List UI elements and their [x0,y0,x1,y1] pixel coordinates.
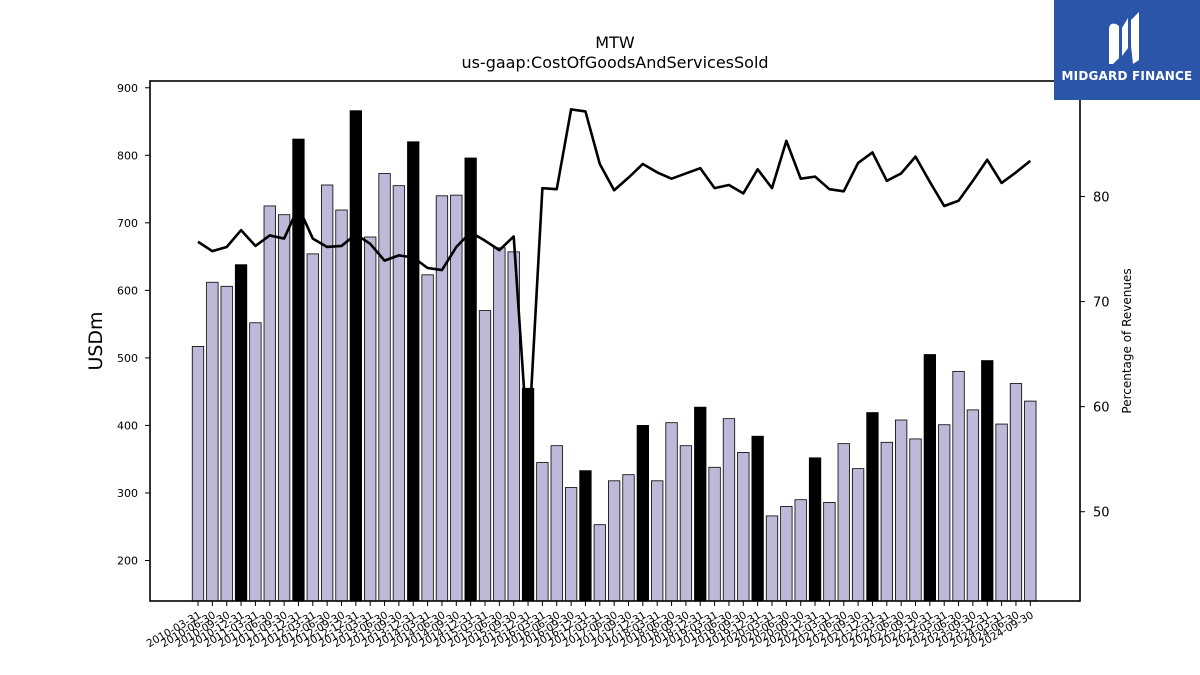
y-tick-label: 700 [117,217,138,230]
bar [909,438,922,602]
percentage-line [197,108,1032,450]
bar [407,141,420,602]
bar [622,474,635,602]
bar [952,370,965,602]
chart-title: MTW [595,33,635,52]
plot-frame [149,80,1081,602]
bar [464,157,477,602]
bar [550,445,563,602]
y-axis: 200 300 400 500 600 700 800 900 [117,82,150,567]
bar [249,322,262,602]
bar [679,445,693,602]
y-tick-label: 200 [117,554,138,567]
bar [751,435,764,602]
bar [765,515,779,602]
bar [493,247,506,602]
bar [966,409,980,602]
bar [521,387,535,602]
bar [349,110,362,602]
y2-tick-label: 80 [1093,191,1110,206]
midgard-m-logo-icon [1109,12,1139,65]
bar [435,195,449,602]
bar [708,466,721,602]
bar [579,470,592,602]
bar [808,457,822,602]
bar [234,264,248,602]
y-tick-label: 300 [117,487,138,500]
bar [880,441,893,602]
brand-name: MIDGARD FINANCE [1061,69,1193,83]
bar [191,345,205,602]
bar [335,209,348,602]
bar [1024,400,1037,602]
bar [722,418,736,602]
y2-axis: 50 60 70 80 [1080,191,1110,521]
y-tick-label: 800 [117,149,138,162]
y2-tick-label: 50 [1093,506,1110,521]
bar [981,360,994,602]
bar [392,185,406,602]
bar [665,422,678,602]
bar [995,423,1008,602]
y-tick-label: 600 [117,284,138,297]
y2-axis-label: Percentage of Revenues [1120,268,1134,413]
bar [794,499,807,602]
bar [206,281,219,602]
x-axis: 2010-03-312010-06-302010-09-302010-12-31… [145,601,1036,650]
bar [220,285,233,602]
bars-group [191,110,1037,602]
bar [895,419,908,602]
bar [837,443,850,602]
y-tick-label: 900 [117,82,138,95]
chart-subtitle: us-gaap:CostOfGoodsAndServicesSold [461,53,768,72]
y2-tick-label: 70 [1093,296,1110,311]
bar [737,452,750,602]
y-tick-label: 500 [117,352,138,365]
bar [263,205,276,602]
bar [608,480,621,602]
bar [564,487,578,602]
bar [478,310,492,602]
bar [938,424,951,602]
bar [651,480,664,602]
bar [780,506,793,602]
y-tick-label: 400 [117,419,138,432]
bar [823,501,836,602]
bar [1009,383,1023,602]
bar [450,194,463,602]
bar [277,214,291,602]
y2-tick-label: 60 [1093,401,1110,416]
bar [923,354,936,602]
bar [866,412,879,602]
bar [851,468,865,602]
percentage-line-group [197,108,1032,450]
bar [306,253,319,602]
bar [421,274,434,602]
bar [536,462,549,602]
bar [378,173,391,602]
bar [364,236,377,602]
bar [694,406,707,602]
y-axis-label: USDm [85,311,107,370]
bar [593,524,606,602]
bar [636,425,649,602]
brand-logo: MIDGARD FINANCE [1054,0,1200,100]
